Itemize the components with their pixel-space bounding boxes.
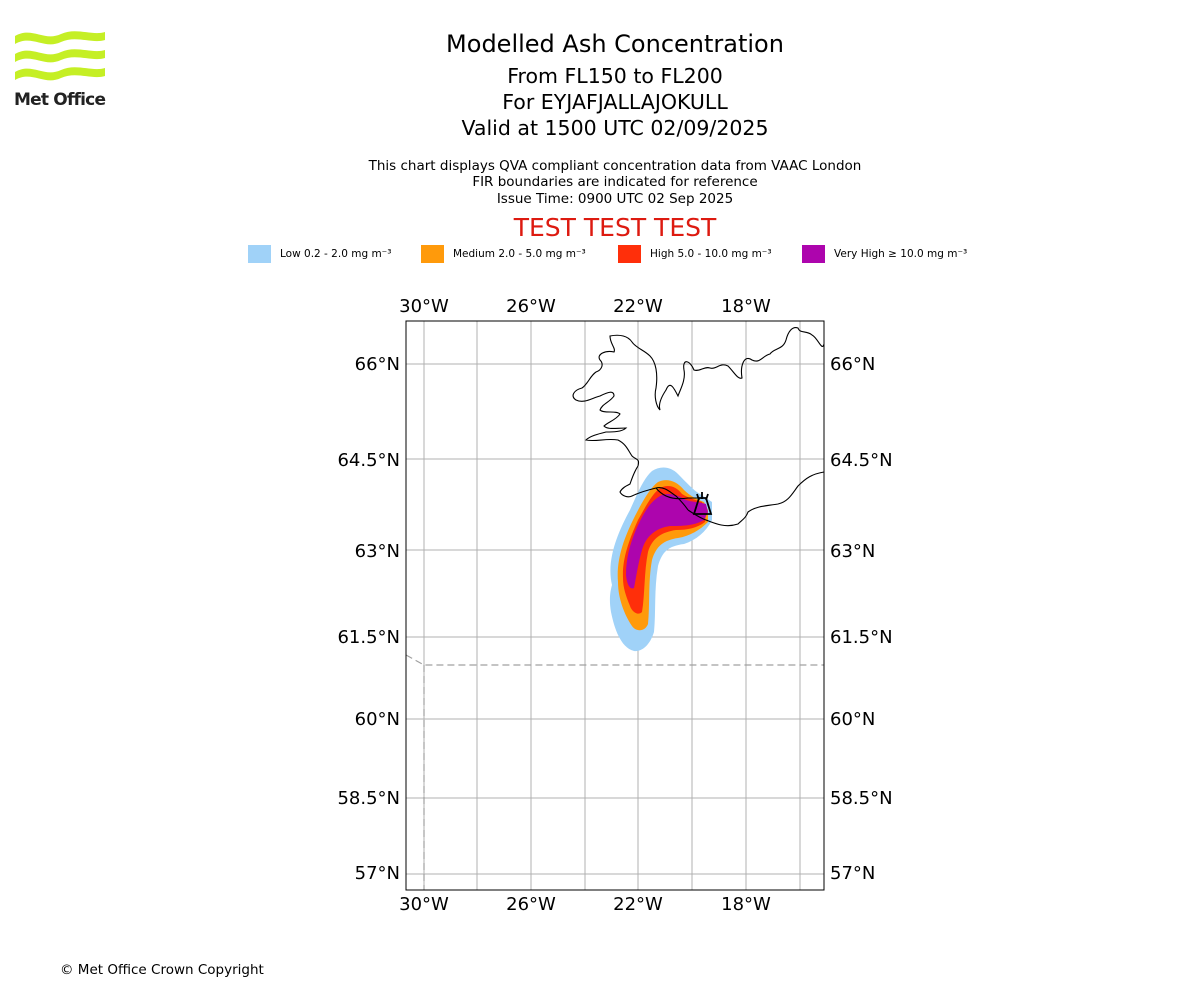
- valid-time-line: Valid at 1500 UTC 02/09/2025: [461, 116, 769, 140]
- lon-label-top: 30°W: [399, 296, 449, 317]
- coastline: [572, 327, 824, 527]
- axis-labels: 30°W 26°W 22°W 18°W 30°W 26°W 22°W 18°W …: [337, 296, 892, 915]
- ash-very-high-area: [626, 493, 708, 589]
- lat-label-right: 60°N: [830, 709, 875, 730]
- legend-label-medium: Medium 2.0 - 5.0 mg m⁻³: [453, 248, 586, 260]
- legend-swatch-high: [618, 245, 641, 263]
- lon-label-top: 22°W: [613, 296, 663, 317]
- lat-label-right: 66°N: [830, 354, 875, 375]
- gridlines: [406, 321, 824, 890]
- lat-label-right: 61.5°N: [830, 627, 893, 648]
- note-fir: FIR boundaries are indicated for referen…: [472, 174, 758, 190]
- legend-swatch-medium: [421, 245, 444, 263]
- chart-title: Modelled Ash Concentration: [446, 30, 784, 58]
- note-qva: This chart displays QVA compliant concen…: [368, 158, 862, 174]
- lon-label-bottom: 26°W: [506, 894, 556, 915]
- legend-label-very-high: Very High ≥ 10.0 mg m⁻³: [834, 248, 968, 260]
- met-office-waves-icon: [15, 31, 105, 81]
- legend-label-low: Low 0.2 - 2.0 mg m⁻³: [280, 248, 392, 260]
- legend-swatch-very-high: [802, 245, 825, 263]
- lon-label-bottom: 30°W: [399, 894, 449, 915]
- lat-label-left: 58.5°N: [337, 788, 400, 809]
- legend-label-high: High 5.0 - 10.0 mg m⁻³: [650, 248, 772, 260]
- met-office-logo: Met Office: [14, 28, 110, 112]
- legend: Low 0.2 - 2.0 mg m⁻³ Medium 2.0 - 5.0 mg…: [0, 244, 1200, 264]
- lat-label-left: 66°N: [355, 354, 400, 375]
- legend-swatch-low: [248, 245, 271, 263]
- lat-label-right: 57°N: [830, 863, 875, 884]
- ash-plume: [609, 467, 712, 652]
- logo-text: Met Office: [14, 90, 106, 110]
- note-issue-time: Issue Time: 0900 UTC 02 Sep 2025: [496, 191, 734, 207]
- legend-item-medium: Medium 2.0 - 5.0 mg m⁻³: [421, 244, 586, 264]
- lon-label-top: 26°W: [506, 296, 556, 317]
- lat-label-left: 64.5°N: [337, 450, 400, 471]
- lon-label-bottom: 18°W: [721, 894, 771, 915]
- lat-label-right: 63°N: [830, 541, 875, 562]
- fir-boundary: [406, 654, 824, 890]
- lat-label-left: 57°N: [355, 863, 400, 884]
- copyright-notice: © Met Office Crown Copyright: [60, 962, 264, 978]
- lat-label-right: 58.5°N: [830, 788, 893, 809]
- flight-level-line: From FL150 to FL200: [507, 64, 723, 88]
- legend-item-high: High 5.0 - 10.0 mg m⁻³: [618, 244, 772, 264]
- legend-item-very-high: Very High ≥ 10.0 mg m⁻³: [802, 244, 967, 264]
- map-frame: [405, 320, 825, 891]
- lon-label-bottom: 22°W: [613, 894, 663, 915]
- test-banner: TEST TEST TEST: [513, 213, 717, 242]
- legend-item-low: Low 0.2 - 2.0 mg m⁻³: [248, 244, 391, 264]
- lat-label-right: 64.5°N: [830, 450, 893, 471]
- volcano-line: For EYJAFJALLAJOKULL: [502, 90, 728, 114]
- volcano-icon: [692, 492, 713, 515]
- lon-label-top: 18°W: [721, 296, 771, 317]
- lat-label-left: 61.5°N: [337, 627, 400, 648]
- lat-label-left: 60°N: [355, 709, 400, 730]
- lat-label-left: 63°N: [355, 541, 400, 562]
